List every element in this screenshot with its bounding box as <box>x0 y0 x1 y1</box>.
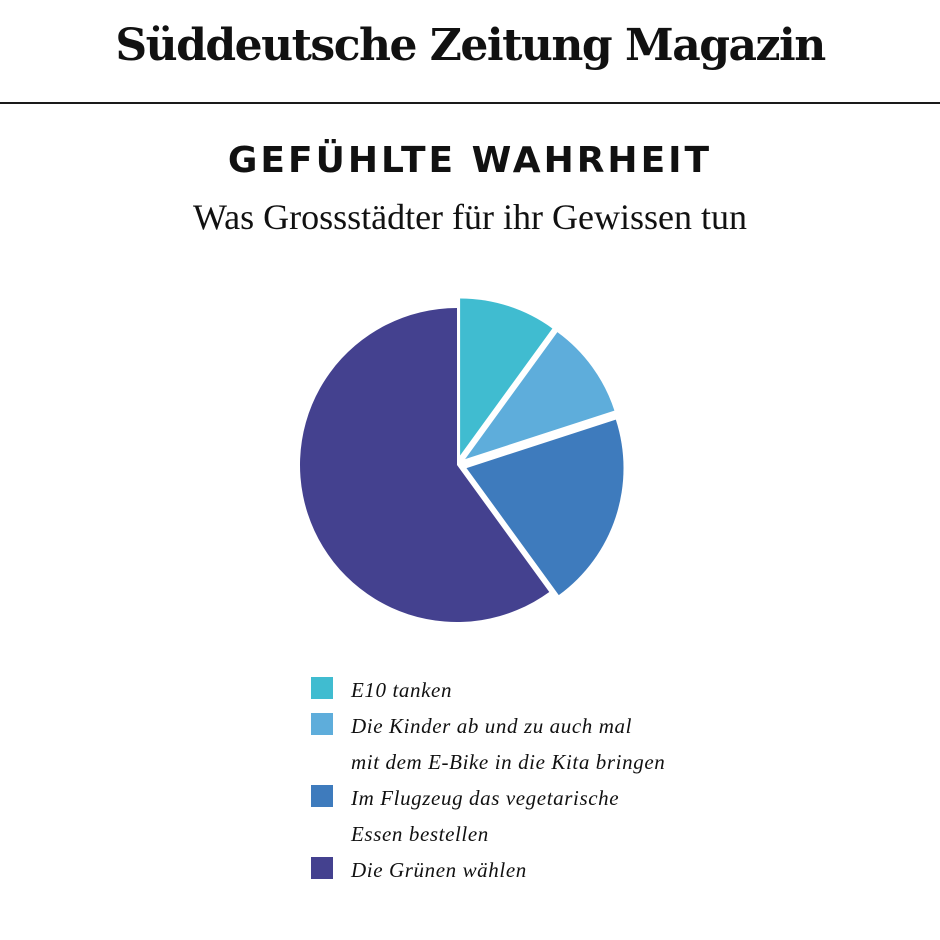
legend-label: Die Grünen wählen <box>351 858 527 882</box>
legend-label-continued: Essen bestellen <box>351 822 489 846</box>
legend-item: Die Grünen wählen <box>311 852 751 888</box>
pie-slice-1 <box>460 298 553 456</box>
legend-label: E10 tanken <box>351 678 453 702</box>
legend-swatch <box>311 677 333 699</box>
magazine-logo: Süddeutsche Zeitung Magazin <box>115 20 826 71</box>
legend-item: E10 tanken <box>311 672 751 708</box>
legend-item: Die Kinder ab und zu auch mal mit dem E-… <box>311 708 751 780</box>
pie-slice-4 <box>300 308 550 622</box>
legend-label-continued: mit dem E-Bike in die Kita bringen <box>351 750 666 774</box>
legend-swatch <box>311 785 333 807</box>
legend-label: Im Flugzeug das vegetarische <box>351 786 620 810</box>
masthead: Süddeutsche Zeitung Magazin <box>0 0 940 104</box>
legend-swatch <box>311 857 333 879</box>
legend-item: Im Flugzeug das vegetarische Essen beste… <box>311 780 751 852</box>
legend-label: Die Kinder ab und zu auch mal <box>351 714 633 738</box>
pie-slice-3 <box>466 419 624 596</box>
legend-swatch <box>311 713 333 735</box>
pie-slice-2 <box>465 332 615 460</box>
chart-subtitle: Was Grossstädter für ihr Gewissen tun <box>193 197 747 237</box>
chart-title: GEFÜHLTE WAHRHEIT <box>227 140 713 181</box>
legend: E10 tanken Die Kinder ab und zu auch mal… <box>311 672 751 888</box>
